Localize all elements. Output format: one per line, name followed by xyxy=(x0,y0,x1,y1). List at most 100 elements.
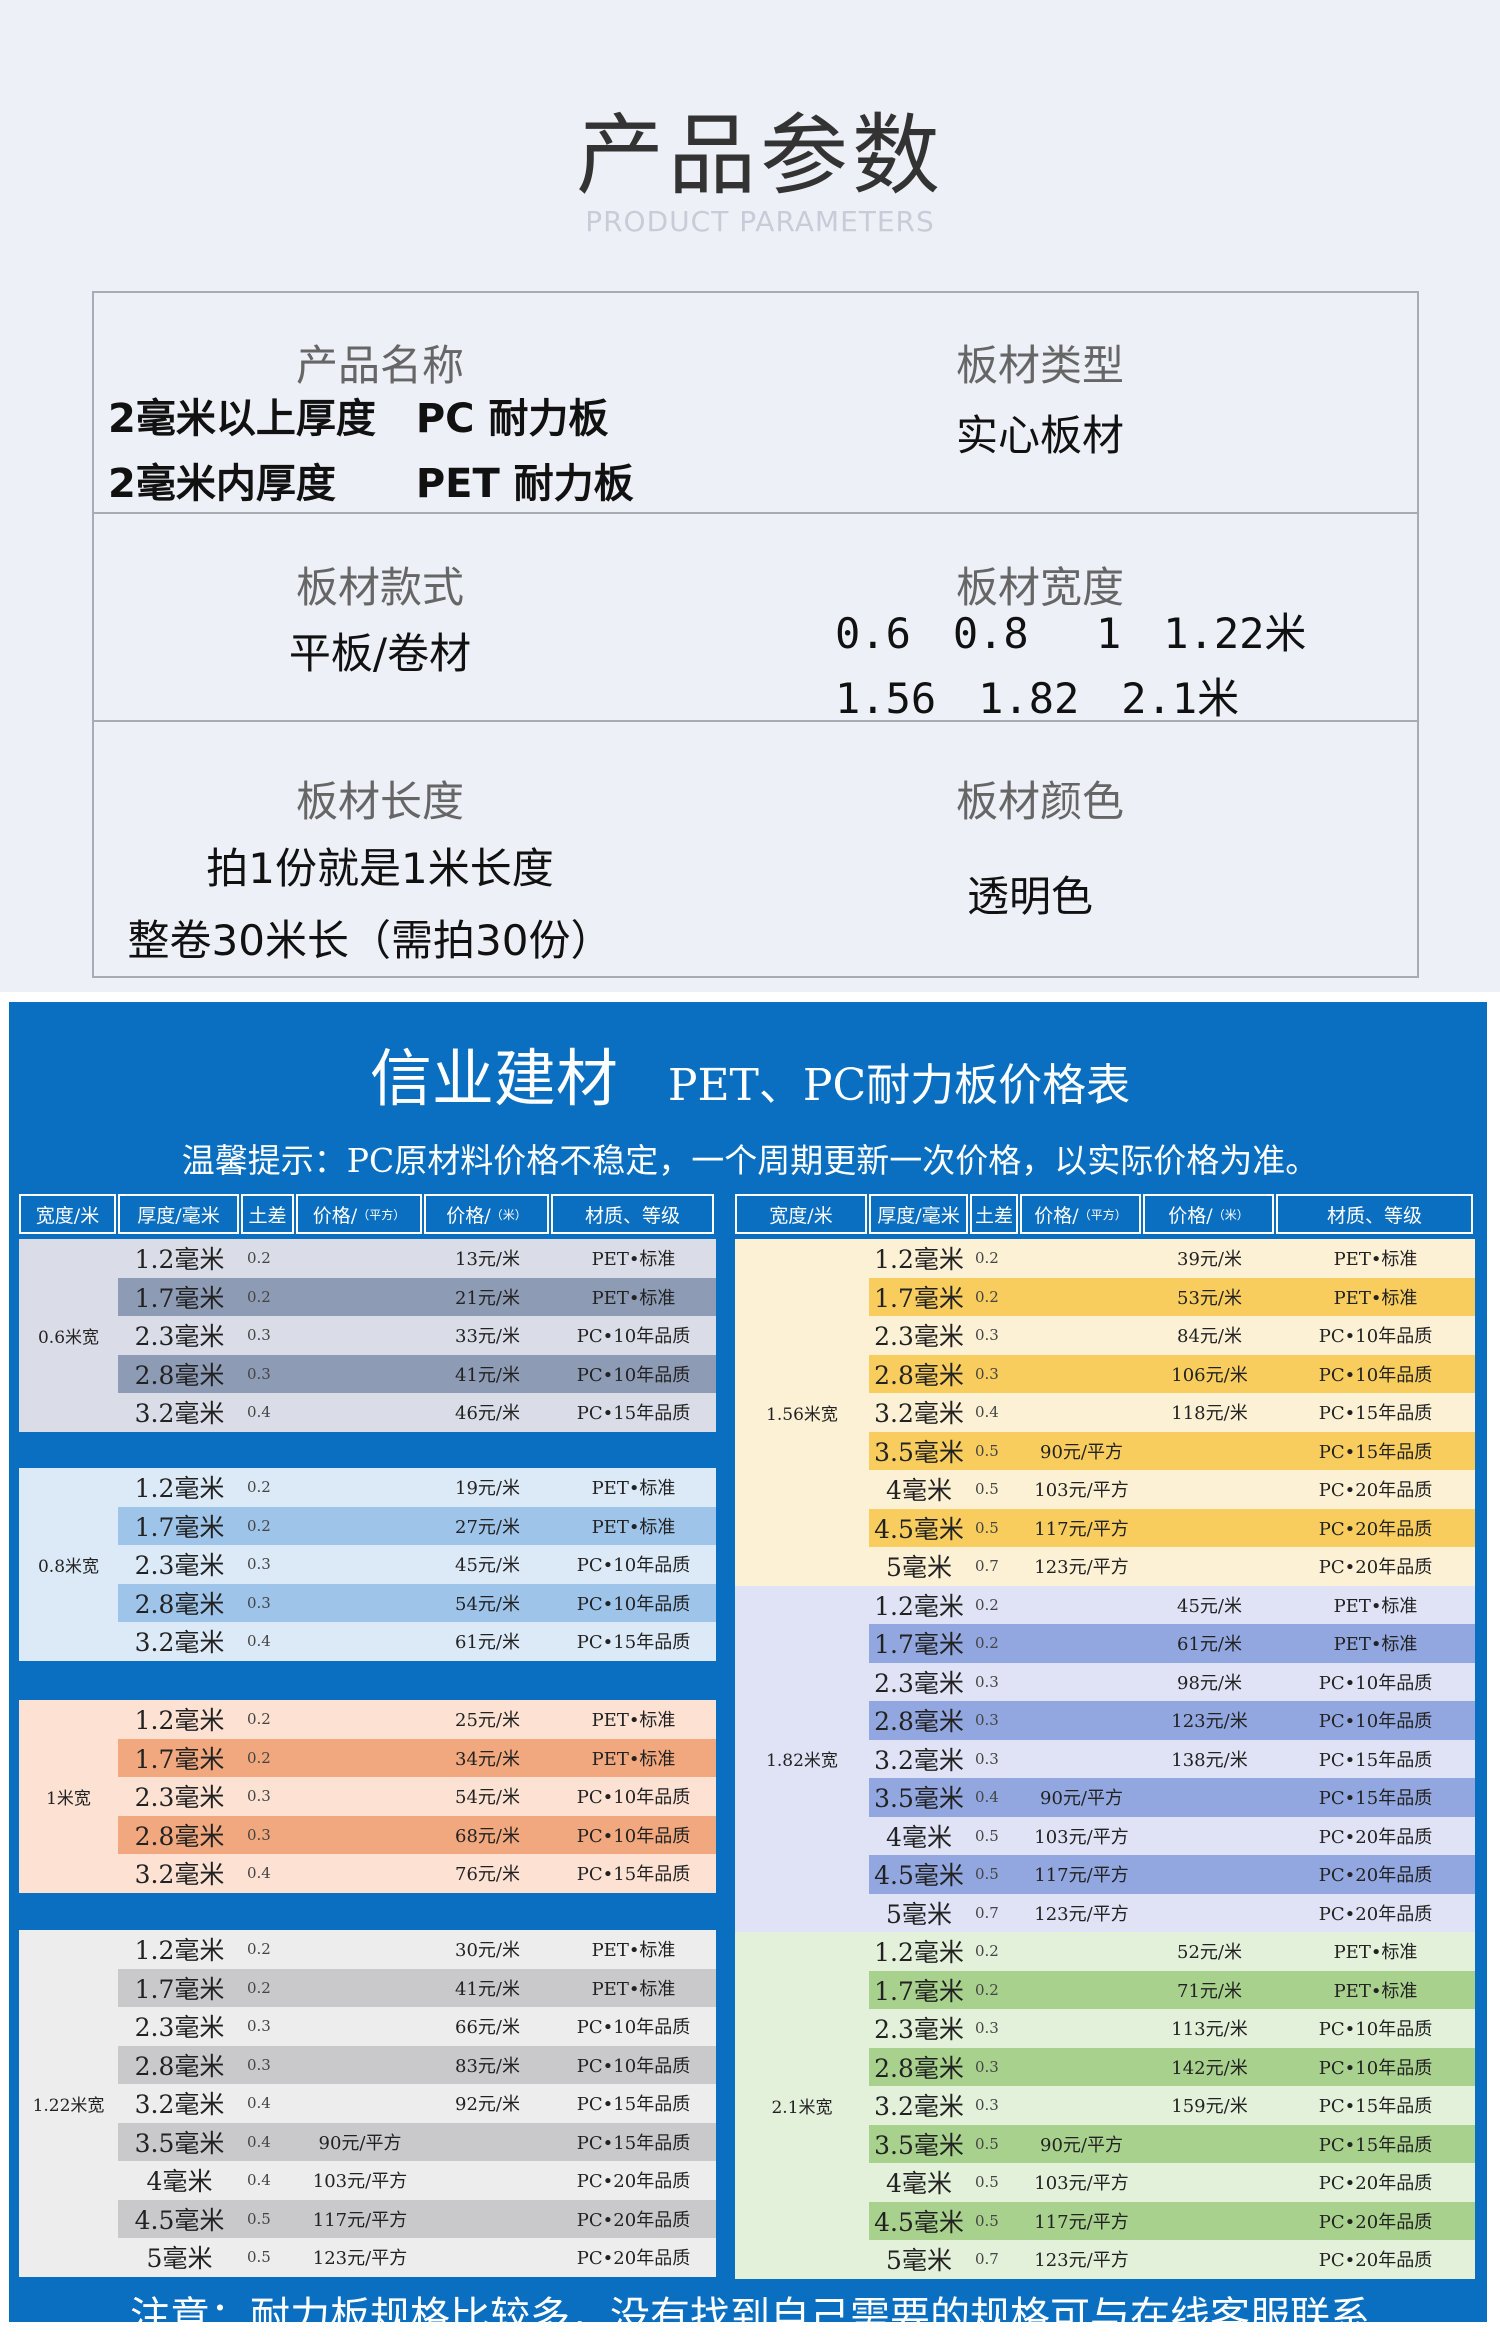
price-m-cell: 68元/米 xyxy=(455,1825,520,1847)
price-sqm-cell: 117元/平方 xyxy=(1034,2211,1129,2233)
material-cell: PET•标准 xyxy=(1333,1249,1418,1271)
table-row: 4毫米 0.5 103元/平方 PC•20年品质 xyxy=(869,1470,1475,1509)
price-m-cell: 45元/米 xyxy=(1177,1595,1242,1617)
tolerance-cell: 0.5 xyxy=(975,1826,999,1845)
material-cell: PC•15年品质 xyxy=(1318,1403,1433,1425)
width-line: 0.6 0.8 1 1.22米 xyxy=(835,609,1307,658)
header-text: 价格/ xyxy=(1034,1204,1079,1227)
thickness-cell: 3.5毫米 xyxy=(874,1437,964,1467)
header-thickness: 厚度/毫米 xyxy=(118,1194,239,1234)
price-m-cell: 113元/米 xyxy=(1171,2019,1248,2041)
thickness-cell: 1.7毫米 xyxy=(874,1976,964,2006)
tolerance-cell: 0.4 xyxy=(247,2094,271,2113)
table-row: 2.8毫米 0.3 106元/米 PC•10年品质 xyxy=(869,1354,1475,1393)
table-row: 4.5毫米 0.5 117元/平方 PC•20年品质 xyxy=(869,1508,1475,1547)
material-cell: PET•标准 xyxy=(1333,1595,1418,1617)
thickness-cell: 2.8毫米 xyxy=(874,2053,964,2083)
thickness-cell: 2.3毫米 xyxy=(874,2015,964,2045)
thickness-cell: 4.5毫米 xyxy=(874,2207,964,2237)
material-cell: PET•标准 xyxy=(591,1710,676,1732)
price-notice: 温馨提示：PC原材料价格不稳定，一个周期更新一次价格，以实际价格为准。 xyxy=(181,1141,1319,1180)
price-m-cell: 71元/米 xyxy=(1177,1980,1242,2002)
thickness-cell: 5毫米 xyxy=(146,2244,213,2274)
price-m-cell: 34元/米 xyxy=(455,1748,520,1770)
price-m-cell: 106元/米 xyxy=(1171,1364,1248,1386)
tolerance-cell: 0.2 xyxy=(247,1249,271,1268)
tolerance-cell: 0.2 xyxy=(247,1748,271,1767)
tolerance-cell: 0.3 xyxy=(247,1555,271,1574)
material-cell: PC•15年品质 xyxy=(1318,1788,1433,1810)
material-cell: PC•15年品质 xyxy=(576,1864,691,1886)
price-m-cell: 66元/米 xyxy=(455,2017,520,2039)
thickness-cell: 3.2毫米 xyxy=(134,1628,225,1658)
header-text: 价格/ xyxy=(1168,1204,1213,1227)
table-row: 3.2毫米 0.3 138元/米 PC•15年品质 xyxy=(869,1740,1475,1779)
thickness-cell: 2.3毫米 xyxy=(134,2013,225,2043)
length-line: 整卷30米长（需拍30份） xyxy=(127,916,613,965)
material-cell: PC•20年品质 xyxy=(1318,1903,1433,1925)
material-cell: PET•标准 xyxy=(591,1516,676,1538)
thickness-cell: 4毫米 xyxy=(886,2169,952,2199)
brand-name: 信业建材 xyxy=(369,1042,618,1115)
header-unit: （平方） xyxy=(1078,1207,1127,1222)
thickness-cell: 2.3毫米 xyxy=(134,1551,225,1581)
table-row: 4毫米 0.5 103元/平方 PC•20年品质 xyxy=(869,1817,1475,1856)
thickness-cell: 1.7毫米 xyxy=(874,1283,964,1313)
width-line: 1.56 1.82 2.1米 xyxy=(835,674,1240,723)
material-cell: PET•标准 xyxy=(1333,1634,1418,1656)
price-m-cell: 30元/米 xyxy=(455,1940,520,1962)
table-row: 2.8毫米 0.3 41元/米 PC•10年品质 xyxy=(118,1354,716,1393)
material-cell: PC•20年品质 xyxy=(1318,2250,1433,2272)
table-row: 3.2毫米 0.4 61元/米 PC•15年品质 xyxy=(118,1622,716,1661)
price-sqm-cell: 103元/平方 xyxy=(1034,1480,1129,1502)
table-row: 3.2毫米 0.4 118元/米 PC•15年品质 xyxy=(869,1393,1475,1432)
price-m-cell: 142元/米 xyxy=(1171,2057,1248,2079)
tolerance-cell: 0.5 xyxy=(975,2211,999,2230)
header-price-m: 价格/（米） xyxy=(1143,1194,1274,1234)
tolerance-cell: 0.5 xyxy=(975,1865,999,1884)
params-box xyxy=(92,291,1419,978)
header-width: 宽度/米 xyxy=(735,1194,867,1234)
tolerance-cell: 0.5 xyxy=(975,2173,999,2192)
table-row: 2.8毫米 0.3 83元/米 PC•10年品质 xyxy=(118,2045,716,2084)
width-label: 0.8米宽 xyxy=(37,1556,100,1577)
header-text: 价格/ xyxy=(312,1204,358,1227)
price-sqm-cell: 123元/平方 xyxy=(1034,2250,1129,2272)
tolerance-cell: 0.2 xyxy=(975,1942,999,1961)
thickness-cell: 1.2毫米 xyxy=(874,1938,964,1968)
table-row: 3.2毫米 0.4 76元/米 PC•15年品质 xyxy=(118,1854,716,1893)
table-row: 2.8毫米 0.3 142元/米 PC•10年品质 xyxy=(869,2047,1475,2086)
table-row: 2.8毫米 0.3 123元/米 PC•10年品质 xyxy=(869,1701,1475,1740)
tolerance-cell: 0.7 xyxy=(975,1557,999,1576)
table-row: 5毫米 0.7 123元/平方 PC•20年品质 xyxy=(869,1894,1475,1933)
material-cell: PC•20年品质 xyxy=(1318,2173,1433,2195)
header-price-sqm: 价格/（平方） xyxy=(1020,1194,1141,1234)
width-label: 1米宽 xyxy=(46,1788,91,1809)
table-row: 1.7毫米 0.2 21元/米 PET•标准 xyxy=(118,1277,716,1316)
material-cell: PC•15年品质 xyxy=(576,2094,691,2116)
table-row: 5毫米 0.5 123元/平方 PC•20年品质 xyxy=(118,2238,716,2277)
table-row: 1.7毫米 0.2 27元/米 PET•标准 xyxy=(118,1506,716,1545)
thickness-cell: 4.5毫米 xyxy=(874,1514,964,1544)
price-m-cell: 61元/米 xyxy=(455,1632,520,1654)
table-row: 1.7毫米 0.2 71元/米 PET•标准 xyxy=(869,1970,1475,2009)
style-label: 板材款式 xyxy=(295,563,465,612)
table-row: 1.2毫米 0.2 19元/米 PET•标准 xyxy=(118,1468,716,1507)
material-cell: PC•20年品质 xyxy=(1318,1557,1433,1579)
price-m-cell: 98元/米 xyxy=(1177,1672,1242,1694)
tolerance-cell: 0.4 xyxy=(247,2171,271,2190)
thickness-cell: 3.2毫米 xyxy=(134,2090,225,2120)
tolerance-cell: 0.3 xyxy=(247,2017,271,2036)
width-label: 1.22米宽 xyxy=(32,2095,105,2116)
thickness-cell: 3.2毫米 xyxy=(874,1399,964,1429)
thickness-cell: 3.5毫米 xyxy=(134,2128,225,2158)
price-m-cell: 19元/米 xyxy=(455,1478,520,1500)
price-sqm-cell: 90元/平方 xyxy=(1040,1788,1123,1810)
table-row: 2.3毫米 0.3 113元/米 PC•10年品质 xyxy=(869,2009,1475,2048)
material-cell: PET•标准 xyxy=(591,1748,676,1770)
thickness-cell: 3.2毫米 xyxy=(874,2092,964,2122)
thickness-cell: 5毫米 xyxy=(886,1553,952,1583)
material-cell: PC•10年品质 xyxy=(576,1364,691,1386)
material-cell: PC•20年品质 xyxy=(1318,1518,1433,1540)
table-row: 1.2毫米 0.2 13元/米 PET•标准 xyxy=(118,1239,716,1278)
